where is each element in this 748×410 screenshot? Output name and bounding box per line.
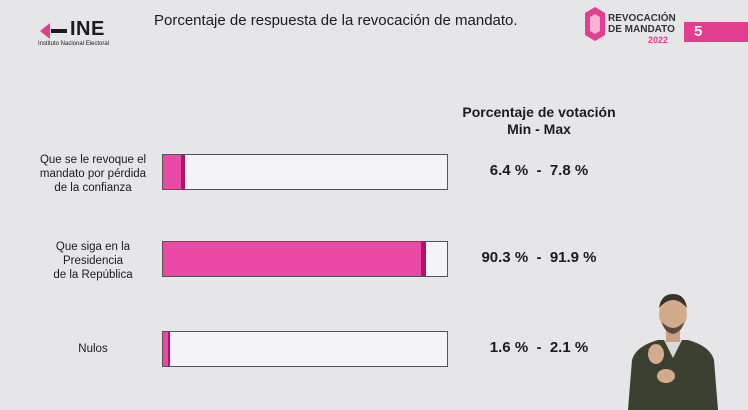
revocacion-line1: REVOCACIÓN — [608, 13, 676, 24]
category-label-line: Que siga en la — [55, 241, 131, 253]
revocacion-hexagon-icon — [585, 7, 605, 41]
bar-track — [162, 241, 448, 277]
revocacion-logo: REVOCACIÓN DE MANDATO 2022 — [584, 6, 684, 46]
category-label-line: de la República — [53, 269, 133, 281]
category-label-line: Que se le revoque el — [39, 154, 147, 166]
value-header: Porcentaje de votación — [462, 104, 616, 120]
value-subheader: Min - Max — [507, 121, 571, 137]
sign-language-interpreter — [618, 282, 728, 410]
revocacion-year: 2022 — [648, 35, 669, 45]
ine-logo-subtitle: Instituto Nacional Electoral — [38, 41, 110, 47]
range-label: 1.6 % - 2.1 % — [489, 339, 589, 356]
ine-logo: INE Instituto Nacional Electoral — [38, 18, 128, 48]
bar-max-extension — [167, 332, 170, 366]
category-label-line: de la confianza — [54, 182, 132, 194]
value-column-header: Porcentaje de votación Min - Max — [446, 104, 632, 138]
category-label-line: Presidencia — [62, 255, 124, 267]
category-label-line: mandato por pérdida — [39, 168, 147, 180]
bar-track — [162, 331, 448, 367]
range-label: 6.4 % - 7.8 % — [489, 162, 589, 179]
bar-min — [163, 155, 182, 189]
bar-max-extension — [421, 242, 426, 276]
slide-number-badge: 5 — [684, 22, 748, 42]
category-label: Que siga en la Presidencia de la República — [28, 240, 158, 282]
bar-max-extension — [181, 155, 186, 189]
page-title: Porcentaje de respuesta de la revocación… — [154, 12, 518, 29]
revocacion-line2: DE MANDATO — [608, 24, 675, 35]
bar-min — [163, 332, 168, 366]
range-label: 90.3 % - 91.9 % — [481, 249, 597, 266]
bar-track — [162, 154, 448, 190]
category-label-line: Nulos — [78, 343, 108, 355]
ine-logo-word: INE — [70, 18, 105, 40]
bar-min — [163, 242, 422, 276]
ine-logo-icon — [40, 23, 67, 39]
category-label: Nulos — [28, 342, 158, 356]
category-label: Que se le revoque el mandato por pérdida d… — [28, 153, 158, 195]
